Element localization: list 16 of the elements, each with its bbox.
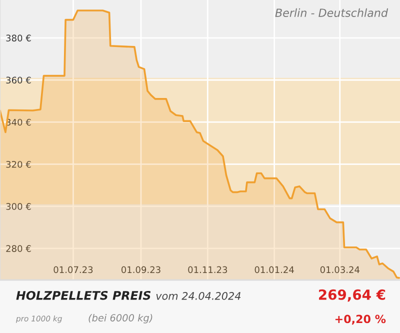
text: +0,20 % bbox=[335, 314, 386, 325]
y-tick-label: 360 € bbox=[6, 76, 31, 84]
y-tick-label: 280 € bbox=[6, 245, 31, 252]
x-tick-label: 01.07.23 bbox=[54, 266, 93, 274]
y-tick-label: 320 € bbox=[6, 160, 31, 168]
text: HOLZPELLETS PREIS bbox=[16, 290, 151, 300]
y-tick-label: 300 € bbox=[6, 203, 31, 210]
text: (bei 6000 kg) bbox=[88, 314, 152, 324]
text: Berlin - Deutschland bbox=[275, 8, 388, 17]
x-tick-label: 01.11.23 bbox=[188, 266, 228, 274]
x-tick-label: 01.01.24 bbox=[254, 266, 294, 274]
y-tick-label: 380 € bbox=[6, 34, 31, 42]
text: vom 24.04.2024 bbox=[156, 292, 241, 300]
x-tick-label: 01.09.23 bbox=[121, 266, 160, 274]
text: 269,64 € bbox=[319, 289, 386, 302]
x-tick-label: 01.03.24 bbox=[320, 266, 360, 274]
